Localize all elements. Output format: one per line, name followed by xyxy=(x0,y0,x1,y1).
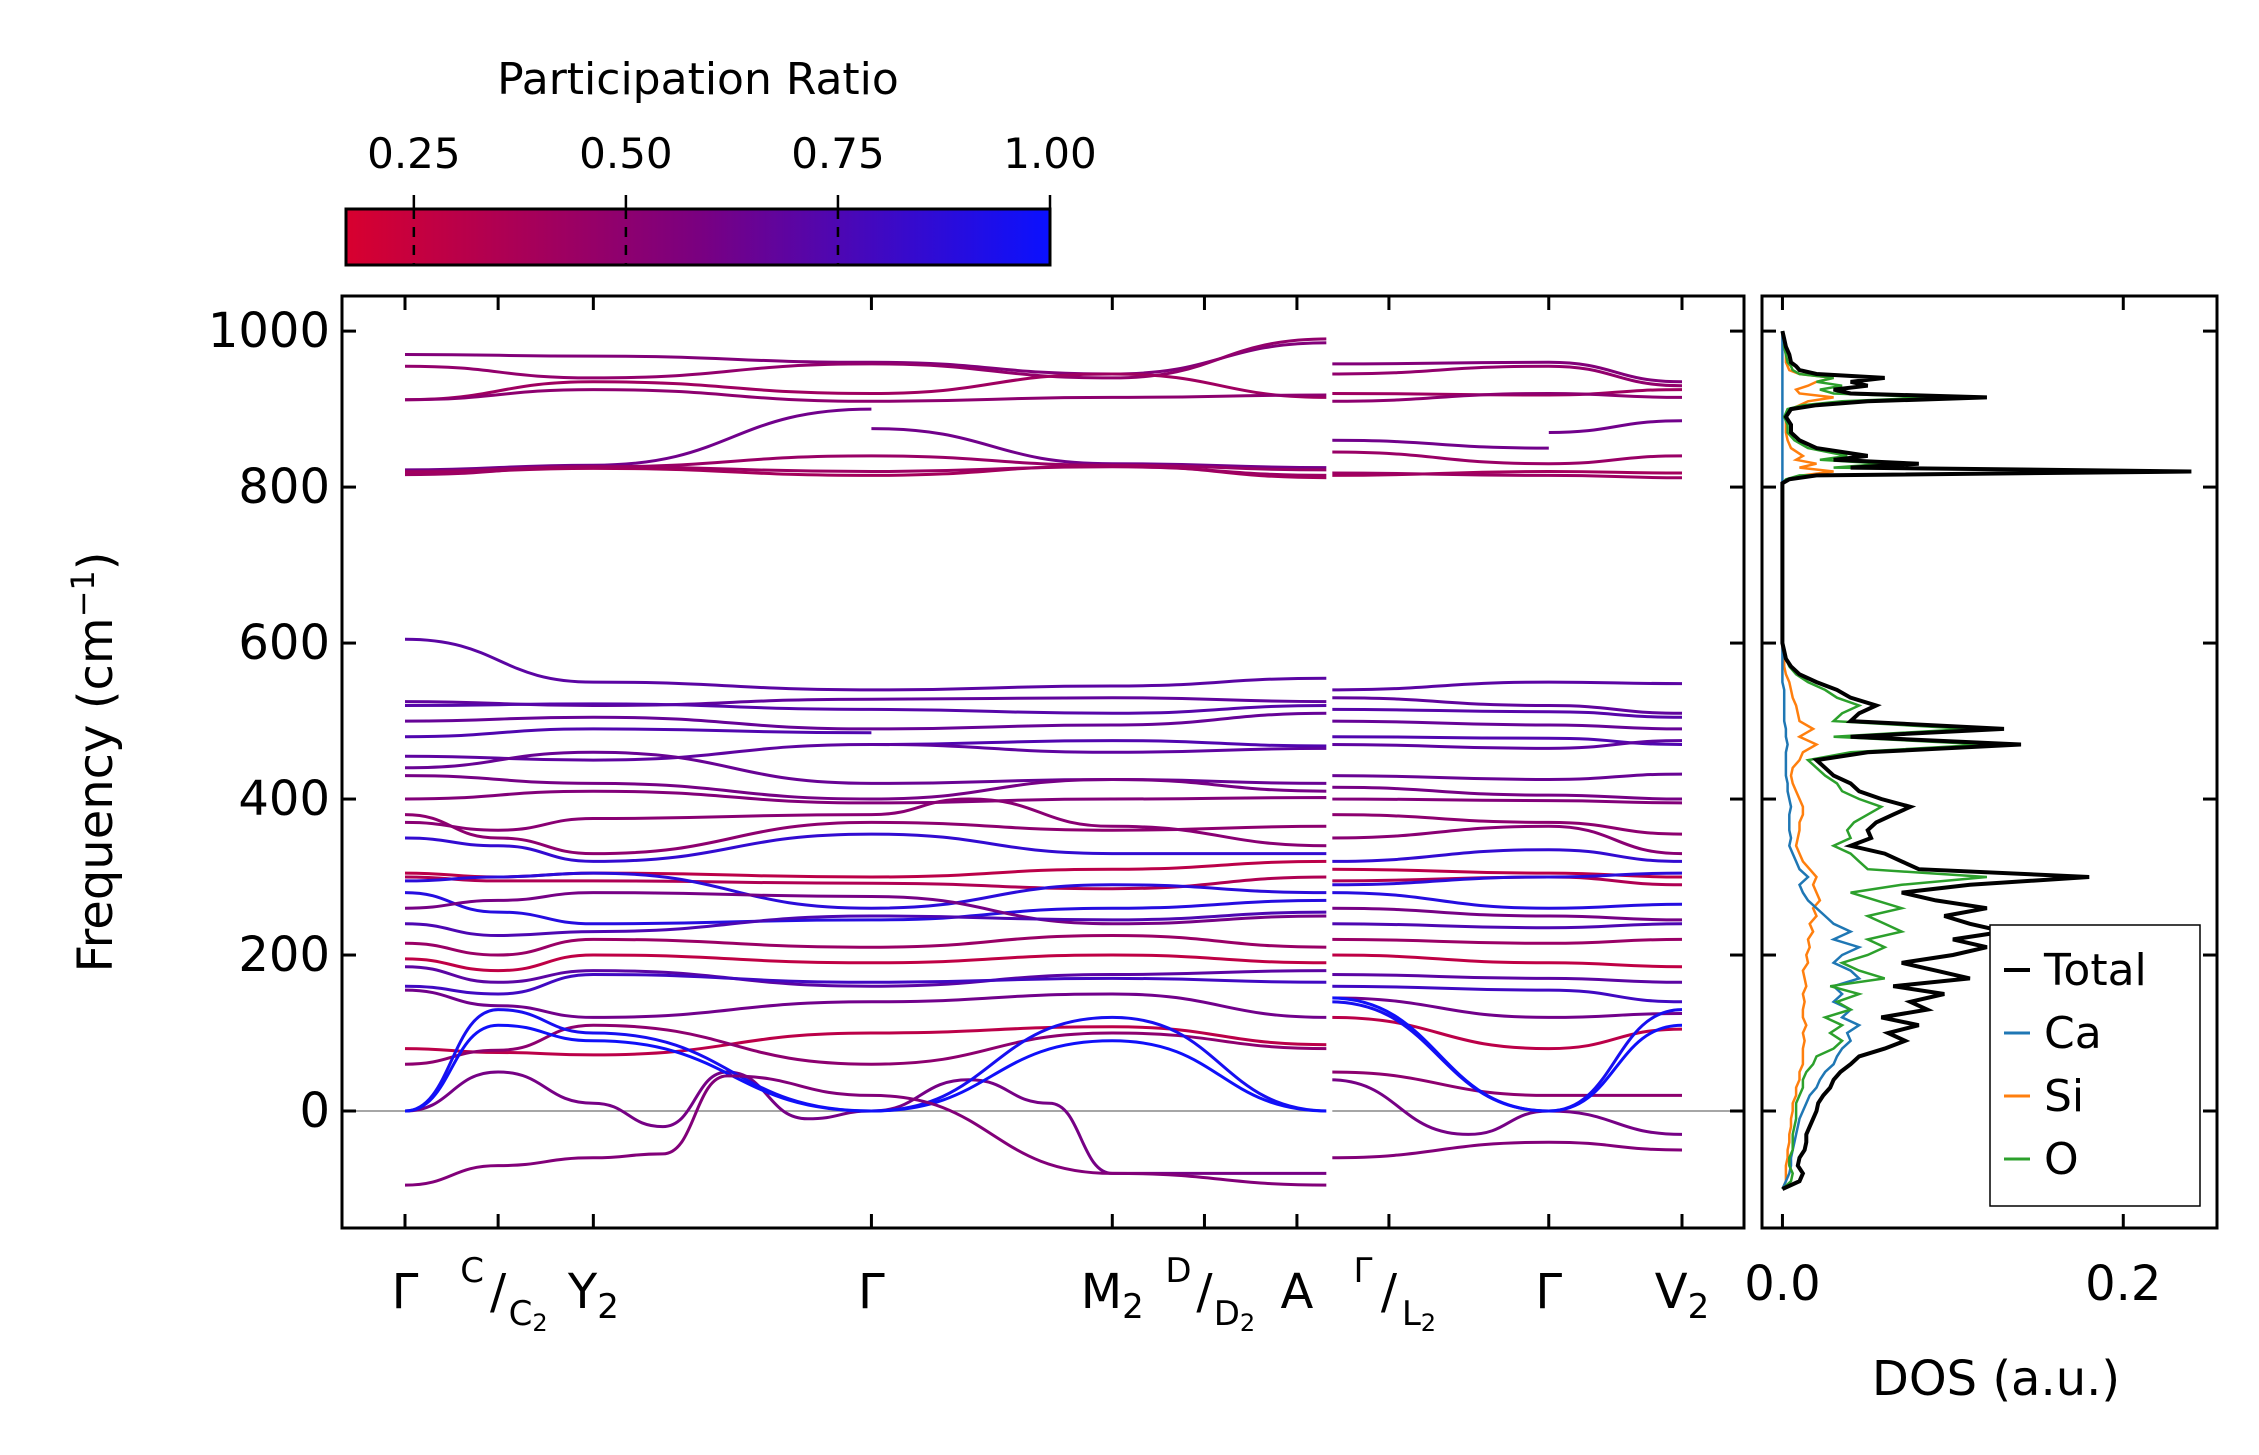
y-tick-label: 200 xyxy=(238,927,330,983)
band-line xyxy=(404,832,1683,863)
band-line xyxy=(404,739,1683,762)
k-label-main: A xyxy=(1281,1264,1314,1320)
colorbar-tick-label: 0.75 xyxy=(791,129,885,178)
k-label-sup: Γ xyxy=(1353,1251,1372,1291)
y-tick-label: 800 xyxy=(238,459,330,515)
band-line xyxy=(404,965,1683,988)
band-line xyxy=(404,933,1683,957)
k-label: Γ xyxy=(858,1264,885,1320)
band-line xyxy=(404,750,1683,785)
k-label-slash: / xyxy=(1196,1264,1213,1320)
k-label: D / D2 xyxy=(1165,1251,1255,1337)
k-label-main: Y2 xyxy=(567,1264,619,1327)
k-label-sub: D2 xyxy=(1214,1294,1255,1337)
k-label-slash: / xyxy=(1381,1264,1398,1320)
band-line xyxy=(404,789,1683,805)
dos-plot-frame xyxy=(1760,294,2219,1230)
k-label: C / C2 xyxy=(460,1251,547,1337)
legend-label-si: Si xyxy=(2044,1071,2084,1122)
dos-x-axis-label: DOS (a.u.) xyxy=(1872,1351,2120,1407)
band-line xyxy=(404,972,1683,1004)
legend-label-o: O xyxy=(2044,1134,2079,1185)
k-label-main: V2 xyxy=(1655,1264,1709,1327)
k-label-main: Γ xyxy=(1535,1264,1562,1320)
k-label-sub: C2 xyxy=(509,1294,548,1337)
band-line xyxy=(404,1070,1683,1175)
band-line xyxy=(404,465,1683,480)
band-line xyxy=(404,774,1683,801)
y-tick-label: 0 xyxy=(299,1083,330,1139)
k-label-main: Γ xyxy=(392,1264,419,1320)
band-plot-frame xyxy=(340,294,1746,1230)
y-tick-label: 600 xyxy=(238,615,330,671)
band-line xyxy=(404,953,1683,973)
band-line xyxy=(404,988,1683,1019)
legend-label-total: Total xyxy=(2043,945,2147,996)
dos-series-ca xyxy=(1781,331,1863,1190)
band-line xyxy=(404,859,1683,879)
k-label-main: Γ xyxy=(858,1264,885,1320)
band-line xyxy=(404,637,1683,692)
colorbar-tick-label: 0.25 xyxy=(367,129,461,178)
k-label: Γ / L2 xyxy=(1353,1251,1436,1337)
colorbar: Participation Ratio 0.25 0.50 0.75 1.00 xyxy=(344,54,1097,267)
band-line xyxy=(404,702,1683,719)
band-line xyxy=(404,727,1683,748)
k-label-sup: D xyxy=(1165,1251,1191,1291)
dos-ticks: 0.0 0.2 xyxy=(1744,296,2217,1312)
colorbar-ticks: 0.25 0.50 0.75 1.00 xyxy=(367,129,1097,265)
band-lines xyxy=(342,296,1744,1228)
band-line xyxy=(404,813,1683,856)
band-y-axis-label: Frequency (cm−1) xyxy=(64,551,124,972)
colorbar-tick-label: 0.50 xyxy=(579,129,673,178)
k-label: Γ xyxy=(392,1264,419,1320)
band-line xyxy=(404,711,1683,731)
dos-axes: 0.0 0.2 DOS (a.u.) Total Ca Si O xyxy=(1744,294,2219,1407)
band-line xyxy=(404,891,1683,926)
legend-label-ca: Ca xyxy=(2044,1008,2102,1059)
segment-break xyxy=(1326,296,1333,1228)
band-line xyxy=(404,341,1683,384)
k-label: A xyxy=(1281,1264,1314,1320)
dos-x-tick-label: 0.0 xyxy=(1744,1256,1820,1312)
dos-lines xyxy=(1780,330,2192,1191)
dos-x-tick-label: 0.2 xyxy=(2085,1256,2161,1312)
colorbar-gradient xyxy=(344,207,1052,267)
band-y-ticks: 0 200 400 600 800 1000 xyxy=(208,303,1744,1139)
k-label: V2 xyxy=(1655,1264,1709,1327)
k-label-sup: C xyxy=(460,1251,484,1291)
k-label-slash: / xyxy=(490,1264,507,1320)
k-label: Y2 xyxy=(567,1264,619,1327)
band-line xyxy=(404,388,1683,403)
band-line xyxy=(404,871,1683,910)
band-line xyxy=(404,1023,1682,1097)
k-label-sub: L2 xyxy=(1402,1294,1436,1337)
k-label: M2 xyxy=(1081,1264,1144,1327)
k-label: Γ xyxy=(1535,1264,1562,1320)
band-line xyxy=(404,910,1683,938)
band-line xyxy=(404,1074,1683,1187)
band-line xyxy=(404,891,1683,926)
dos-series-total xyxy=(1780,330,2192,1191)
y-tick-label: 400 xyxy=(238,771,330,827)
y-tick-label: 1000 xyxy=(208,303,330,359)
band-line xyxy=(404,407,1683,472)
dos-legend: Total Ca Si O xyxy=(1989,924,2201,1207)
colorbar-tick-label: 1.00 xyxy=(1003,129,1097,178)
band-line xyxy=(404,996,1683,1113)
k-label-main: M2 xyxy=(1081,1264,1144,1327)
band-line xyxy=(404,337,1683,388)
colorbar-title: Participation Ratio xyxy=(497,54,899,105)
band-line xyxy=(404,797,1683,856)
